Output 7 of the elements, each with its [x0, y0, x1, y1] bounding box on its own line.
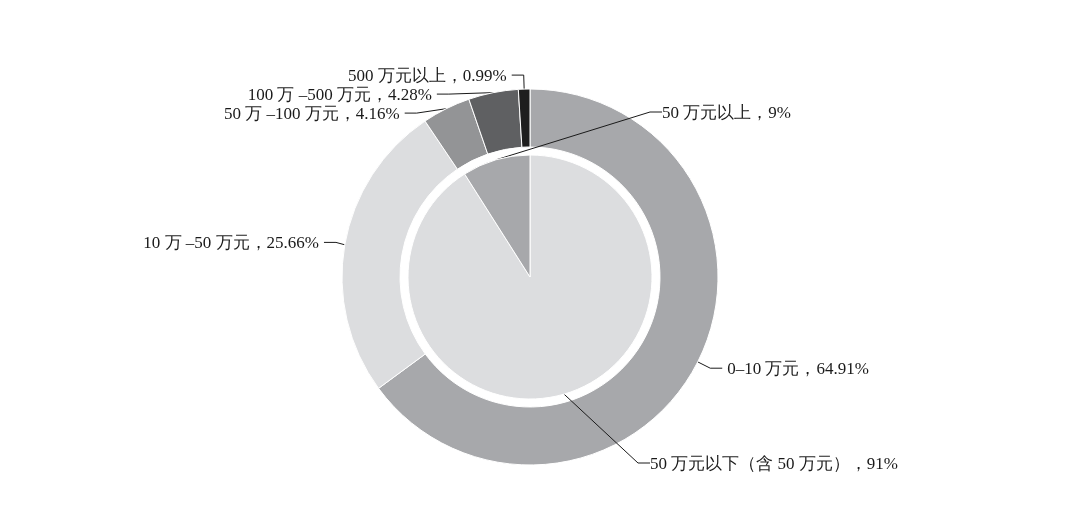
slice-label: 50 万元以上，9% [662, 102, 791, 122]
slice-label: 50 万元以下（含 50 万元），91% [650, 453, 898, 473]
slice-label: 100 万 –500 万元，4.28% [247, 84, 432, 104]
slice-label: 10 万 –50 万元，25.66% [143, 232, 319, 252]
slice-label: 500 万元以上，0.99% [348, 65, 507, 85]
slice-label: 0–10 万元，64.91% [727, 358, 869, 378]
slice-label: 50 万 –100 万元，4.16% [224, 103, 400, 123]
